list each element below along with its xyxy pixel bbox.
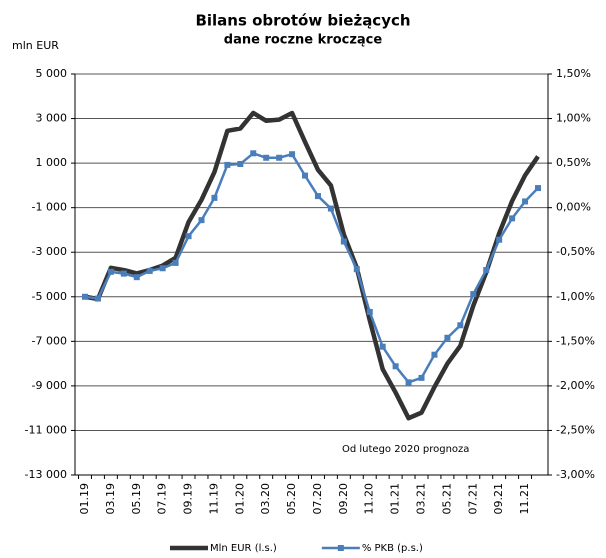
y2-tick-label: -3,00% bbox=[556, 468, 595, 481]
marker bbox=[237, 161, 244, 168]
marker bbox=[224, 161, 231, 168]
y-tick-label: 5 000 bbox=[36, 67, 68, 80]
marker bbox=[457, 322, 464, 329]
legend-label: Mln EUR (l.s.) bbox=[210, 543, 277, 554]
marker bbox=[340, 238, 347, 245]
y-tick-label: -7 000 bbox=[32, 334, 67, 347]
x-tick-label: 11.19 bbox=[207, 483, 220, 515]
x-tick-label: 05.20 bbox=[285, 483, 298, 515]
marker bbox=[172, 259, 179, 266]
x-tick-label: 01.19 bbox=[78, 483, 91, 515]
x-tick-label: 07.20 bbox=[311, 483, 324, 515]
y-tick-label: 1 000 bbox=[36, 156, 68, 169]
marker bbox=[211, 194, 218, 201]
marker bbox=[107, 268, 114, 275]
x-tick-label: 11.20 bbox=[363, 483, 376, 515]
y2-tick-label: -0,50% bbox=[556, 245, 595, 258]
marker bbox=[522, 198, 529, 205]
marker bbox=[146, 267, 153, 274]
x-tick-label: 09.19 bbox=[182, 483, 195, 515]
y2-tick-label: -1,00% bbox=[556, 290, 595, 303]
marker bbox=[289, 151, 296, 158]
x-tick-label: 03.20 bbox=[259, 483, 272, 515]
y-tick-label: -3 000 bbox=[32, 245, 67, 258]
legend-label: % PKB (p.s.) bbox=[362, 543, 423, 554]
marker bbox=[379, 343, 386, 350]
x-tick-label: 09.20 bbox=[337, 483, 350, 515]
marker bbox=[483, 267, 490, 274]
marker bbox=[276, 154, 283, 161]
y-axis-label: mln EUR bbox=[12, 39, 59, 52]
marker bbox=[263, 154, 270, 161]
y-tick-label: -5 000 bbox=[32, 290, 67, 303]
marker bbox=[470, 291, 477, 298]
marker bbox=[535, 185, 541, 192]
legend-marker bbox=[337, 545, 344, 551]
marker bbox=[392, 363, 399, 370]
y2-tick-label: 0,00% bbox=[556, 201, 591, 214]
marker bbox=[185, 233, 192, 240]
y-tick-label: 3 000 bbox=[36, 112, 68, 125]
marker bbox=[366, 308, 373, 315]
marker bbox=[198, 217, 205, 224]
y2-tick-label: -2,00% bbox=[556, 379, 595, 392]
x-tick-label: 07.19 bbox=[156, 483, 169, 515]
y2-tick-label: -1,50% bbox=[556, 334, 595, 347]
x-tick-label: 05.21 bbox=[440, 483, 453, 515]
marker bbox=[444, 334, 451, 341]
marker bbox=[133, 274, 140, 281]
x-tick-label: 03.21 bbox=[415, 483, 428, 515]
y-tick-label: -9 000 bbox=[32, 379, 67, 392]
marker bbox=[405, 379, 412, 386]
y2-tick-label: 0,50% bbox=[556, 156, 591, 169]
marker bbox=[431, 351, 438, 358]
x-tick-label: 03.19 bbox=[104, 483, 117, 515]
marker bbox=[159, 265, 166, 272]
annotation: Od lutego 2020 prognoza bbox=[342, 444, 469, 455]
x-tick-label: 01.20 bbox=[233, 483, 246, 515]
chart-title: Bilans obrotów bieżących bbox=[195, 12, 410, 30]
marker bbox=[94, 295, 101, 302]
y-tick-label: -1 000 bbox=[32, 201, 67, 214]
marker bbox=[353, 266, 360, 273]
marker bbox=[496, 236, 503, 243]
marker bbox=[82, 293, 88, 300]
marker bbox=[120, 270, 127, 277]
y2-tick-label: 1,50% bbox=[556, 67, 591, 80]
x-tick-label: 01.21 bbox=[389, 483, 402, 515]
marker bbox=[418, 374, 425, 381]
x-tick-label: 11.21 bbox=[518, 483, 531, 515]
x-tick-label: 05.19 bbox=[130, 483, 143, 515]
y-tick-label: -11 000 bbox=[25, 423, 67, 436]
marker bbox=[250, 150, 257, 157]
y-tick-label: -13 000 bbox=[25, 468, 67, 481]
marker bbox=[314, 193, 321, 200]
chart-subtitle: dane roczne kroczące bbox=[224, 33, 383, 48]
y2-tick-label: 1,00% bbox=[556, 112, 591, 125]
y2-tick-label: -2,50% bbox=[556, 423, 595, 436]
marker bbox=[327, 205, 334, 212]
series-line bbox=[84, 110, 540, 421]
x-tick-label: 09.21 bbox=[492, 483, 505, 515]
x-tick-label: 07.21 bbox=[466, 483, 479, 515]
marker bbox=[509, 215, 516, 222]
marker bbox=[302, 172, 309, 179]
